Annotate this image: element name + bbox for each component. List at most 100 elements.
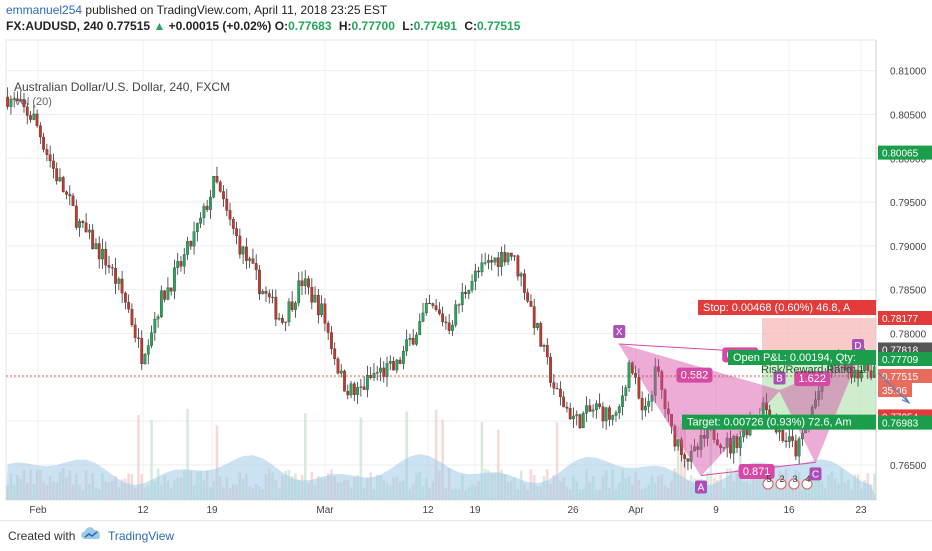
x-tick-label: 23 bbox=[855, 505, 867, 516]
candle-body bbox=[277, 317, 281, 320]
candle-body bbox=[621, 395, 624, 407]
candle-body bbox=[287, 301, 291, 323]
publish-header: emmanuel254 published on TradingView.com… bbox=[0, 0, 932, 36]
ohlc-high-value: 0.77700 bbox=[351, 19, 395, 33]
candle-body bbox=[274, 296, 278, 320]
candle-body bbox=[382, 367, 386, 377]
price-tag-box bbox=[878, 415, 932, 430]
y-tick-label: 0.79000 bbox=[890, 242, 927, 253]
candle-body bbox=[225, 198, 229, 211]
candle-body bbox=[163, 290, 167, 300]
volume-bar bbox=[359, 417, 363, 500]
candle-body bbox=[284, 321, 288, 323]
candle-body bbox=[189, 241, 193, 247]
ohlc-low-value: 0.77491 bbox=[413, 19, 457, 33]
candle-body bbox=[101, 249, 104, 260]
candle-body bbox=[330, 332, 333, 349]
candle-body bbox=[12, 98, 16, 100]
candle-body bbox=[169, 287, 173, 292]
candle-body bbox=[617, 406, 621, 413]
candle-body bbox=[388, 361, 392, 364]
y-tick-label: 0.76500 bbox=[890, 461, 927, 472]
candle-body bbox=[84, 222, 88, 233]
price-tag-label: 0.77818 bbox=[882, 345, 919, 356]
candle-body bbox=[572, 415, 575, 420]
candle-body bbox=[608, 407, 611, 420]
price-tag-label: 0.77515 bbox=[882, 372, 919, 383]
x-tick-label: 9 bbox=[713, 505, 719, 516]
y-tick-label: 0.80500 bbox=[890, 110, 927, 121]
candle-body bbox=[725, 437, 729, 448]
candle-body bbox=[859, 370, 863, 379]
price-tag-label: 0.76983 bbox=[882, 419, 919, 430]
candle-body bbox=[238, 235, 242, 255]
candle-body bbox=[451, 324, 454, 331]
x-tick-label: Mar bbox=[316, 505, 334, 516]
volume-bar bbox=[441, 419, 444, 500]
candle-body bbox=[9, 98, 13, 107]
candle-body bbox=[88, 229, 91, 233]
candle-body bbox=[81, 221, 85, 224]
candle-body bbox=[133, 324, 137, 339]
candle-body bbox=[778, 429, 781, 433]
candle-body bbox=[182, 254, 186, 267]
candle-body bbox=[611, 415, 615, 420]
candle-body bbox=[555, 388, 559, 390]
tradingview-logo-icon[interactable] bbox=[80, 527, 104, 546]
tradingview-link[interactable]: TradingView bbox=[108, 529, 175, 543]
candle-body bbox=[195, 223, 199, 232]
candle-body bbox=[585, 405, 588, 414]
candle-body bbox=[280, 317, 284, 323]
price-tag-label: 0.77709 bbox=[882, 355, 919, 366]
volume-bar bbox=[873, 473, 876, 500]
candle-body bbox=[212, 176, 216, 198]
author-link[interactable]: emmanuel254 bbox=[6, 3, 83, 17]
volume-bar bbox=[434, 409, 438, 500]
x-tick-label: Feb bbox=[29, 505, 47, 516]
candle-body bbox=[94, 243, 98, 250]
candle-body bbox=[22, 99, 26, 107]
candle-body bbox=[356, 387, 359, 395]
candle-body bbox=[254, 263, 258, 271]
candle-body bbox=[19, 99, 23, 102]
target-label: Target: 0.00726 (0.93%) 72.6, Am bbox=[687, 417, 852, 429]
candle-body bbox=[689, 451, 693, 462]
candle-body bbox=[500, 252, 503, 267]
candle-body bbox=[385, 363, 389, 377]
candle-body bbox=[215, 176, 219, 183]
candle-body bbox=[516, 255, 520, 277]
candle-body bbox=[457, 304, 461, 306]
candle-body bbox=[359, 386, 363, 388]
pattern-point-c-marker bbox=[809, 467, 822, 481]
candle-body bbox=[137, 337, 140, 339]
candle-body bbox=[588, 405, 592, 412]
candle-body bbox=[738, 436, 742, 448]
symbol-line: FX:AUDUSD, 240 0.77515 ▲ +0.00015 (+0.02… bbox=[6, 19, 524, 33]
event-flag-icon bbox=[762, 478, 774, 490]
price-tag-label: 0.78177 bbox=[882, 314, 919, 325]
candle-body bbox=[294, 302, 297, 310]
candle-body bbox=[578, 414, 582, 429]
candle-body bbox=[536, 323, 539, 329]
pattern-ratio-box bbox=[676, 367, 713, 383]
candle-body bbox=[653, 366, 657, 396]
candle-body bbox=[568, 408, 572, 420]
y-tick-label: 0.78500 bbox=[890, 286, 927, 297]
event-number: 4 bbox=[805, 474, 810, 484]
candle-body bbox=[16, 98, 19, 102]
candle-body bbox=[117, 278, 121, 284]
candle-body bbox=[307, 278, 310, 288]
candle-body bbox=[346, 391, 350, 396]
candle-body bbox=[300, 280, 304, 287]
candle-body bbox=[454, 304, 458, 326]
price-tag-box bbox=[878, 145, 932, 160]
candle-body bbox=[32, 113, 36, 120]
candle-body bbox=[781, 429, 785, 441]
candle-body bbox=[267, 293, 271, 298]
candle-body bbox=[444, 321, 448, 323]
volume-legend: Vol (20) bbox=[14, 96, 52, 108]
candle-body bbox=[644, 406, 647, 411]
volume-bar bbox=[137, 415, 140, 500]
